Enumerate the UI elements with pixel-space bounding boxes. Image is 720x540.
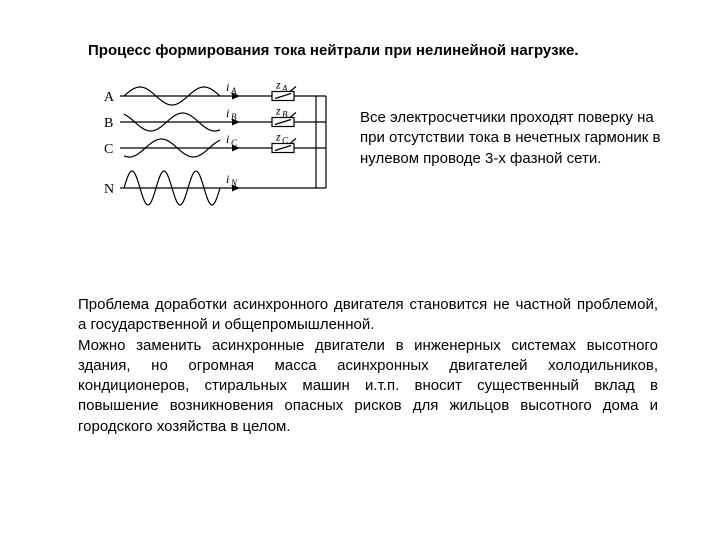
svg-text:i: i — [226, 132, 229, 146]
svg-text:C: C — [231, 138, 238, 148]
neutral-current-diagram: AiAzABiBzBCiCzCNiN — [100, 78, 335, 233]
svg-text:B: B — [231, 112, 237, 122]
slide: Процесс формирования тока нейтрали при н… — [0, 0, 720, 540]
svg-text:i: i — [226, 80, 229, 94]
svg-text:A: A — [230, 86, 237, 96]
svg-text:A: A — [281, 84, 288, 94]
svg-text:N: N — [104, 182, 114, 197]
svg-text:z: z — [275, 104, 281, 118]
svg-text:N: N — [230, 178, 238, 188]
diagram-svg: AiAzABiBzBCiCzCNiN — [100, 78, 335, 233]
svg-text:z: z — [275, 78, 281, 92]
svg-text:z: z — [275, 130, 281, 144]
slide-title: Процесс формирования тока нейтрали при н… — [88, 42, 579, 59]
svg-text:B: B — [104, 116, 113, 131]
svg-text:i: i — [226, 106, 229, 120]
svg-text:C: C — [282, 136, 289, 146]
svg-text:B: B — [282, 110, 288, 120]
svg-text:A: A — [104, 90, 115, 105]
side-paragraph: Все электросчетчики проходят поверку на … — [360, 108, 680, 169]
body-paragraph: Проблема доработки асинхронного двигател… — [78, 295, 658, 437]
svg-text:C: C — [104, 142, 113, 157]
svg-text:i: i — [226, 172, 229, 186]
